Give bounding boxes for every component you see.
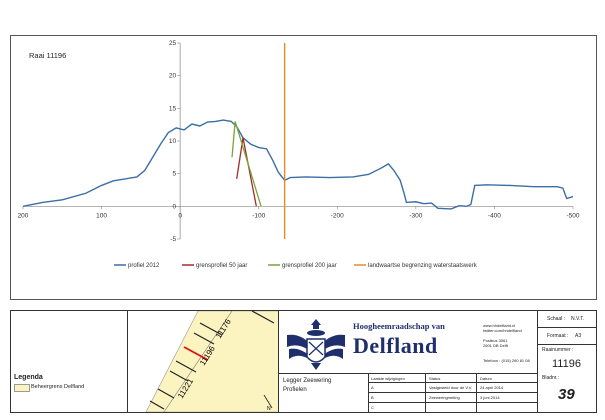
row-code: A xyxy=(371,385,374,390)
legend-title: Legenda xyxy=(14,374,43,381)
blad-value: 39 xyxy=(558,386,575,403)
series-line-grensprofiel xyxy=(231,121,236,158)
x-tick-label: -400 xyxy=(488,212,501,219)
row-code: B xyxy=(371,395,374,400)
x-tick-label: -500 xyxy=(566,212,579,219)
row-status: Zeeweringmeting xyxy=(429,395,460,400)
raai-line xyxy=(157,388,175,399)
contact-twitter[interactable]: twitter.com/hhdelfland xyxy=(483,328,522,333)
series-line-grensprofiel xyxy=(242,137,257,207)
divider xyxy=(538,327,596,328)
contact-city: 2601 DB Delft xyxy=(483,343,508,348)
divider xyxy=(279,373,537,374)
legend-label: profiel 2012 xyxy=(128,263,160,269)
drawing-title: Legger Zeewering xyxy=(283,378,332,384)
contact-web[interactable]: www.hhdelfland.nl xyxy=(483,323,516,328)
title-block: Legenda Beheergrens Delfland 11176 11196… xyxy=(10,310,597,413)
raai-line-selected xyxy=(183,346,209,361)
row-code: C xyxy=(371,405,374,410)
raai-label: Raainummer : xyxy=(542,347,574,353)
raai-line xyxy=(175,360,197,373)
x-tick-label: -200 xyxy=(331,212,344,219)
divider xyxy=(368,392,537,393)
raai-line xyxy=(251,311,275,324)
delfland-logo-icon xyxy=(287,319,345,370)
x-tick-label: 200 xyxy=(18,212,29,219)
raai-line xyxy=(149,400,165,410)
y-tick-label: 15 xyxy=(169,105,177,112)
header-status: Status xyxy=(429,376,441,381)
svg-text:N: N xyxy=(267,406,271,412)
coast-line xyxy=(163,311,233,412)
legend-label: grensprofiel 200 jaar xyxy=(282,263,337,269)
y-tick-label: 10 xyxy=(169,138,177,145)
x-tick-label: -300 xyxy=(409,212,422,219)
profile-chart: 200 100 0 -100 -200 -300 -400 -500 25 20 15 10 5 0 -5 R… xyxy=(18,40,580,269)
schaal-label: Schaal : xyxy=(547,316,566,322)
legend-item: Beheergrens Delfland xyxy=(31,384,85,390)
drawing-subtitle: Profielen xyxy=(283,387,307,393)
divider xyxy=(368,402,537,403)
x-tick-label: 0 xyxy=(178,212,182,219)
x-tick-label: 100 xyxy=(96,212,107,219)
schaal-value: N.V.T. xyxy=(571,316,585,322)
series-line-grensprofiel xyxy=(234,121,262,207)
brand-cell: Hoogheemraadschap van Delfland www.hhdel… xyxy=(279,311,538,412)
row-date: 3 juni 2014 xyxy=(480,395,500,400)
contact-phone: Telefoon : (015) 260 81 08 xyxy=(483,358,530,363)
contact-postbus: Postbus 3061 xyxy=(483,338,508,343)
formaat-label: Formaat : xyxy=(547,333,569,339)
location-map: 11176 11196 11221 N xyxy=(145,311,278,412)
divider xyxy=(368,382,537,383)
raai-line xyxy=(193,332,215,345)
north-arrow-icon: N xyxy=(263,394,273,412)
brand-line2: Delfland xyxy=(353,333,438,358)
raai-line xyxy=(169,370,189,382)
y-tick-label: 0 xyxy=(173,203,177,210)
header-datum: Datum xyxy=(480,376,492,381)
row-status: Vastgesteld door de V.V. xyxy=(429,385,473,390)
beheergrens-area xyxy=(145,311,278,412)
divider xyxy=(538,344,596,345)
chart-title: Raai 11196 xyxy=(29,51,66,60)
y-tick-label: 20 xyxy=(169,73,177,80)
x-tick-label: -100 xyxy=(252,212,265,219)
y-tick-label: -5 xyxy=(170,236,176,243)
raai-value: 11196 xyxy=(552,358,581,370)
raai-lines xyxy=(149,311,275,410)
y-tick-label: 5 xyxy=(173,171,177,178)
legend-cell: Legenda Beheergrens Delfland xyxy=(11,311,128,412)
legend-swatch xyxy=(14,384,30,392)
legend-label: landwaartse begrenzing waterstaatswerk xyxy=(368,263,478,269)
row-date: 24 april 2014 xyxy=(480,385,504,390)
chart-frame: 200 100 0 -100 -200 -300 -400 -500 25 20 15 10 5 0 -5 R… xyxy=(10,35,597,300)
sheet-info-cell: Schaal : N.V.T. Formaat : A3 Raainummer … xyxy=(538,311,596,412)
map-cell: 11176 11196 11221 N xyxy=(128,311,279,412)
y-tick-label: 25 xyxy=(169,40,177,47)
raai-line xyxy=(199,322,223,336)
legend-label: grensprofiel 50 jaar xyxy=(196,263,247,269)
formaat-value: A3 xyxy=(575,333,582,339)
header-wijzigingen: Laatste wijzigingen xyxy=(371,376,405,381)
series-line-profiel-2012 xyxy=(22,119,574,210)
blad-label: Bladnr.: xyxy=(542,375,559,381)
brand-line1: Hoogheemraadschap van xyxy=(353,321,445,331)
